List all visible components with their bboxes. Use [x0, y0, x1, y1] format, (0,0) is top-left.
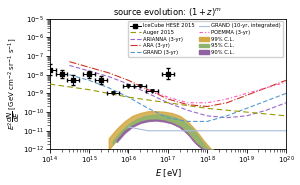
X-axis label: $E$ [eV]: $E$ [eV]	[154, 168, 181, 179]
Legend: IceCube HESE 2015, Auger 2015, ARIANNA (3-yr), ARA (3-yr), GRAND (3-yr), GRAND (: IceCube HESE 2015, Auger 2015, ARIANNA (…	[128, 21, 283, 57]
Y-axis label: $E^2 \dfrac{dN}{dE}$ [GeV cm$^{-2}$ sr$^{-1}$ s$^{-1}$]: $E^2 \dfrac{dN}{dE}$ [GeV cm$^{-2}$ sr$^…	[6, 38, 22, 130]
Title: source evolution: $(1+z)^m$: source evolution: $(1+z)^m$	[113, 6, 222, 18]
